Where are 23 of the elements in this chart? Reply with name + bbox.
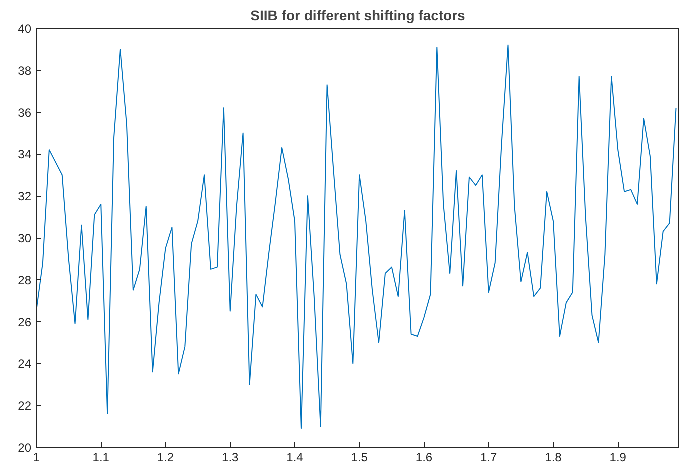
y-tick-label: 24 xyxy=(18,357,32,372)
chart-title: SIIB for different shifting factors xyxy=(250,8,466,24)
y-tick-label: 20 xyxy=(18,441,32,455)
x-tick-label: 1.2 xyxy=(157,450,174,464)
y-tick-label: 36 xyxy=(18,106,32,120)
y-tick-label: 34 xyxy=(18,148,32,162)
y-tick-label: 28 xyxy=(18,273,32,288)
x-tick-label: 1.1 xyxy=(92,450,110,464)
x-tick-label: 1 xyxy=(33,450,40,464)
x-tick-label: 1.6 xyxy=(416,450,433,464)
x-tick-label: 1.8 xyxy=(545,450,562,464)
y-tick-label: 32 xyxy=(18,190,32,204)
y-tick-label: 30 xyxy=(18,232,32,246)
x-tick-label: 1.4 xyxy=(286,450,304,464)
x-tick-label: 1.5 xyxy=(351,450,368,464)
y-tick-label: 26 xyxy=(18,315,32,330)
line-series xyxy=(36,44,677,430)
y-tick-label: 40 xyxy=(18,22,32,36)
x-tick-label: 1.7 xyxy=(480,450,498,464)
x-tick-label: 1.9 xyxy=(610,450,627,464)
y-tick-label: 22 xyxy=(18,399,32,414)
x-tick-label: 1.3 xyxy=(222,450,240,464)
y-tick-label: 38 xyxy=(18,64,32,78)
